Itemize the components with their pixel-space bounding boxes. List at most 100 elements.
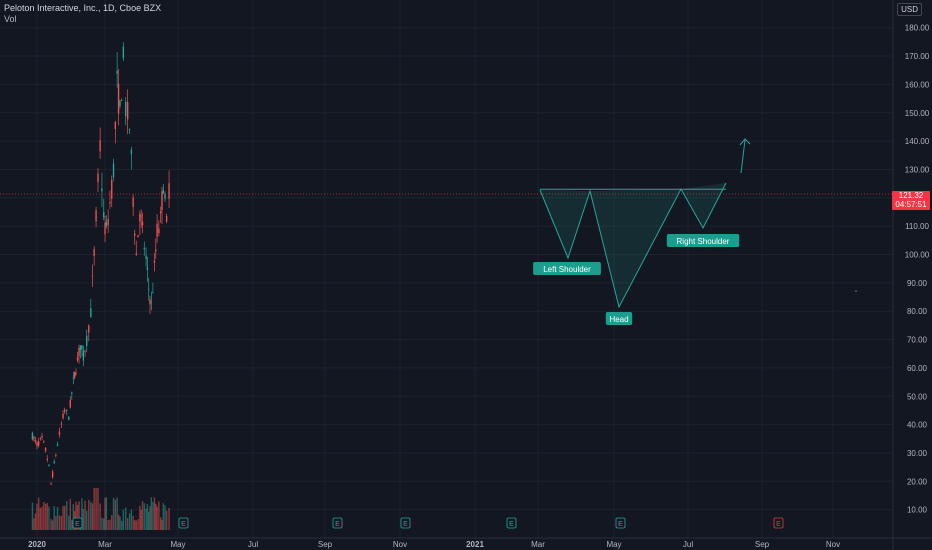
candle-body [140, 215, 142, 217]
y-tick-label: 100.00 [905, 251, 930, 260]
earnings-marker-label: E [509, 521, 514, 528]
volume-bar [99, 503, 101, 530]
candle-body [95, 210, 97, 222]
candle-body [37, 441, 40, 446]
volume-bar [71, 520, 73, 530]
pattern-outline [539, 182, 727, 309]
candle-body [86, 335, 88, 346]
candle-body [150, 301, 153, 303]
candle-body [104, 222, 106, 235]
volume-bar [72, 504, 75, 530]
candle-body [125, 101, 127, 117]
candle-body [84, 351, 86, 353]
volume-bar [62, 505, 64, 530]
y-tick-label: 160.00 [905, 80, 930, 89]
volume-bar [48, 506, 50, 530]
candle-body [76, 357, 79, 361]
volume-bar [156, 506, 158, 530]
volume-bar [46, 503, 48, 530]
volume-bar [75, 501, 77, 530]
candle-body [145, 255, 147, 259]
volume-bar [135, 520, 137, 530]
candle-body [39, 437, 42, 439]
y-tick-label: 20.00 [907, 477, 928, 486]
volume-bar [143, 503, 145, 530]
x-tick-label: Jul [248, 540, 258, 549]
volume-bar [101, 517, 103, 530]
volume-bar [122, 509, 125, 530]
volume-bar [64, 505, 66, 530]
volume-bar [134, 520, 136, 530]
candle-body [53, 461, 55, 464]
x-tick-label: Sep [318, 540, 333, 549]
earnings-marker [178, 517, 189, 529]
volume-bar [103, 518, 105, 530]
annotation-label: Right Shoulder [666, 234, 740, 247]
candle-body [116, 70, 118, 74]
earnings-marker-label: E [335, 521, 340, 528]
annotation-text: Left Shoulder [543, 265, 591, 274]
volume-bar [120, 520, 123, 530]
candle-body [111, 180, 113, 199]
candle-body [43, 441, 45, 443]
volume-bar [161, 519, 163, 530]
earnings-marker-label: E [618, 521, 623, 528]
x-tick-label: Sep [755, 540, 770, 549]
candle-body [69, 399, 72, 408]
candle-body [82, 350, 85, 361]
volume-bar [126, 518, 129, 530]
candle-body [126, 102, 129, 120]
candle-body [168, 183, 170, 199]
candle-body [122, 46, 125, 59]
volume-bar [53, 506, 55, 530]
x-tick-label: 2021 [466, 540, 484, 549]
x-tick-label: Mar [98, 540, 112, 549]
y-tick-label: 50.00 [907, 392, 928, 401]
candle-body [107, 218, 109, 226]
candle-body [165, 216, 168, 222]
candle-body [143, 247, 145, 250]
volume-bar [44, 503, 47, 530]
volume-bar [84, 500, 86, 530]
candle-body [164, 193, 166, 199]
candle-body [128, 129, 131, 131]
earnings-marker [332, 517, 343, 529]
earnings-marker-label: E [776, 521, 781, 528]
candle-body [137, 235, 139, 238]
annotation-label: Head [605, 312, 633, 325]
target-arrow [739, 138, 751, 174]
volume-bar [125, 507, 127, 530]
candle-body [34, 439, 37, 442]
volume-indicator-label[interactable]: Vol [4, 14, 17, 24]
candle-body [109, 201, 111, 204]
candle-body [73, 371, 76, 378]
volume-bar [159, 517, 162, 530]
volume-bar [168, 507, 170, 530]
y-tick-label: 10.00 [907, 506, 928, 515]
y-tick-label: 80.00 [907, 307, 928, 316]
candle-body [72, 377, 75, 379]
y-tick-label: 90.00 [907, 279, 928, 288]
volume-bar [39, 507, 42, 530]
candle-body [81, 345, 83, 350]
volume-bar [117, 514, 120, 530]
y-tick-label: 70.00 [907, 336, 928, 345]
volume-bar [58, 515, 61, 530]
candle-body [130, 149, 133, 155]
currency-badge[interactable]: USD [897, 3, 922, 16]
volume-bar [69, 498, 72, 530]
candle-body [88, 325, 90, 333]
volume-bar [82, 508, 85, 530]
volume-bar [91, 503, 94, 530]
earnings-marker [773, 517, 784, 529]
pattern-fill [681, 183, 726, 228]
volume-bar [37, 497, 40, 530]
candle-body [79, 345, 82, 351]
earnings-marker-label: E [403, 521, 408, 528]
candle-body [48, 464, 50, 466]
head-shoulders-pattern [539, 182, 727, 309]
volume-bar [148, 511, 150, 530]
volume-bar [111, 514, 113, 530]
annotation-box [533, 262, 601, 275]
